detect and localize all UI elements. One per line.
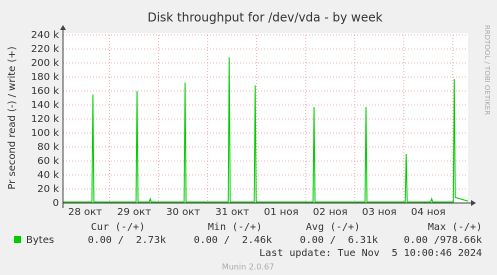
x-tick-label: 04 ноя [411,207,446,218]
y-tick-label: 80 k [37,142,59,153]
summary-value: 0.00 / 2.73k [88,235,166,246]
summary-header: Cur (-/+) [91,222,145,233]
last-update: Last update: Tue Nov 5 10:00:46 2024 [259,248,482,259]
y-tick-label: 120 k [31,114,59,125]
x-tick-label: 02 ноя [313,207,348,218]
y-axis-arrow [60,25,66,30]
y-tick-label: 180 k [31,72,59,83]
data-line [63,57,469,203]
y-tick-label: 20 k [37,184,59,195]
legend-label: Bytes [26,235,54,246]
y-tick-label: 220 k [31,44,59,55]
legend-swatch [14,236,21,243]
y-tick-label: 100 k [31,128,59,139]
x-tick-label: 29 окт [117,207,151,218]
x-axis-arrow [471,200,476,206]
summary-header: Max (-/+) [428,222,482,233]
y-tick-label: 0 [53,198,59,209]
summary-header: Min (-/+) [208,222,262,233]
summary-value: 0.00 / 2.46k [194,235,272,246]
x-tick-label: 31 окт [215,207,249,218]
y-tick-label: 140 k [31,100,59,111]
plot-area [63,33,468,203]
x-tick-label: 03 ноя [362,207,397,218]
x-tick-label: 28 окт [68,207,102,218]
footer: Munin 2.0.67 [222,263,274,272]
summary-header: Avg (-/+) [306,222,360,233]
y-tick-label: 200 k [31,58,59,69]
side-label: RRDTOOL / TOBI OETIKER [483,25,491,115]
x-tick-label: 01 ноя [264,207,299,218]
chart-title: Disk throughput for /dev/vda - by week [147,11,382,25]
summary-value: 0.00 /978.66k [404,235,482,246]
y-axis-label: Pr second read (-) / write (+) [7,46,18,189]
y-tick-label: 40 k [37,170,59,181]
y-tick-label: 160 k [31,86,59,97]
summary-value: 0.00 / 6.31k [300,235,378,246]
x-tick-label: 30 окт [166,207,200,218]
y-tick-label: 60 k [37,156,59,167]
y-tick-label: 240 k [31,30,59,41]
